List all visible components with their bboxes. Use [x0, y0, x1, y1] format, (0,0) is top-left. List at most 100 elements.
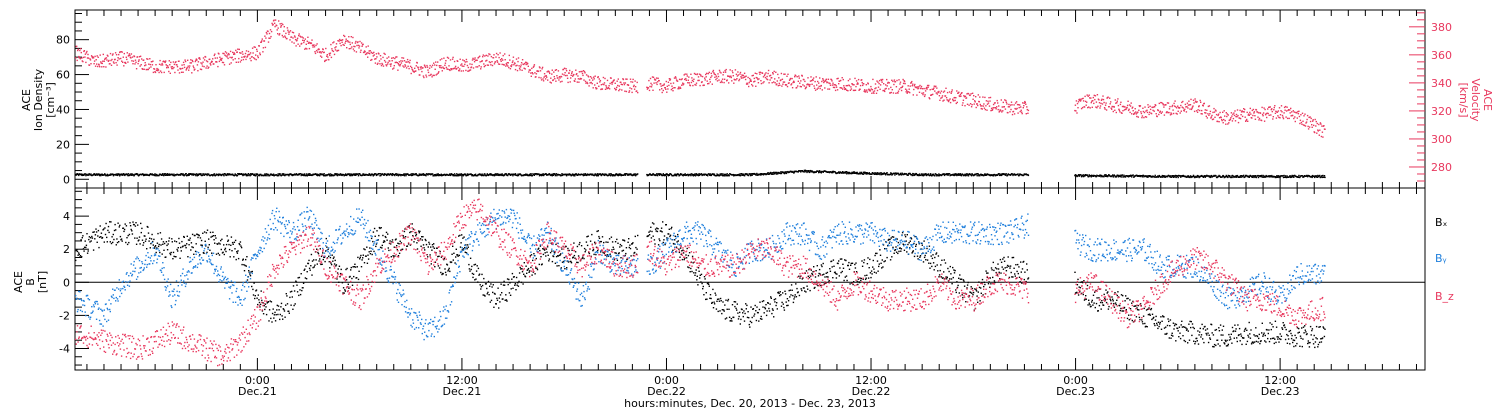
- data-point: [1211, 114, 1213, 117]
- data-point: [1112, 174, 1114, 176]
- data-point: [874, 87, 876, 90]
- data-point: [224, 51, 227, 53]
- data-point: [596, 87, 598, 90]
- data-point: [596, 175, 598, 177]
- data-point: [1082, 97, 1084, 100]
- data-point: [723, 81, 725, 84]
- data-point: [499, 59, 502, 61]
- data-point: [1204, 109, 1206, 111]
- data-point: [1190, 98, 1192, 101]
- data-point: [992, 175, 995, 177]
- data-point: [573, 73, 575, 76]
- data-point: [331, 49, 334, 52]
- data-point: [670, 88, 673, 91]
- data-point: [350, 174, 352, 177]
- data-point: [916, 173, 918, 176]
- data-point: [661, 91, 663, 94]
- data-point: [353, 45, 355, 48]
- data-point: [1235, 176, 1238, 178]
- data-point: [668, 84, 670, 87]
- data-point: [1087, 106, 1089, 109]
- data-point: [333, 41, 335, 43]
- data-point: [514, 68, 517, 71]
- data-point: [921, 92, 923, 94]
- data-point: [571, 174, 573, 176]
- data-point: [425, 76, 428, 78]
- data-point: [1007, 106, 1010, 108]
- data-point: [804, 169, 807, 171]
- data-point: [1271, 174, 1273, 177]
- data-point: [1166, 176, 1169, 178]
- data-point: [422, 173, 425, 175]
- data-point: [605, 173, 608, 176]
- data-point: [433, 175, 435, 177]
- data-point: [731, 80, 733, 82]
- data-point: [1021, 173, 1023, 176]
- data-point: [106, 54, 109, 56]
- data-point: [305, 174, 307, 177]
- data-point: [811, 83, 813, 85]
- data-point: [181, 64, 183, 66]
- data-point: [574, 80, 576, 82]
- data-point: [450, 173, 453, 175]
- data-point: [124, 61, 126, 64]
- data-point: [1092, 96, 1094, 99]
- data-point: [196, 175, 199, 177]
- data-point: [120, 57, 122, 60]
- data-point: [592, 79, 594, 81]
- data-point: [1248, 175, 1250, 177]
- data-point: [852, 89, 855, 92]
- data-point: [288, 33, 290, 35]
- data-point: [451, 173, 454, 176]
- data-point: [1088, 106, 1090, 108]
- data-point: [404, 65, 407, 67]
- data-point: [202, 173, 205, 175]
- data-point: [822, 171, 824, 173]
- data-point: [418, 174, 420, 177]
- data-point: [1290, 175, 1292, 177]
- bottom-left-tick-label: -2: [59, 309, 70, 322]
- data-point: [164, 174, 166, 176]
- data-point: [269, 174, 271, 177]
- data-point: [425, 74, 427, 76]
- data-point: [1116, 100, 1118, 102]
- data-point: [884, 172, 886, 175]
- data-point: [431, 76, 433, 78]
- data-point: [707, 72, 709, 75]
- data-point: [579, 77, 582, 80]
- data-point: [574, 78, 576, 80]
- data-point: [1193, 102, 1195, 104]
- data-point: [891, 89, 893, 91]
- data-point: [740, 173, 743, 175]
- data-point: [274, 25, 276, 28]
- data-point: [279, 173, 281, 175]
- data-point: [1207, 105, 1210, 108]
- data-point: [106, 174, 108, 177]
- data-point: [946, 91, 949, 94]
- data-point: [276, 24, 278, 27]
- data-point: [1222, 111, 1224, 113]
- data-point: [776, 171, 778, 174]
- data-point: [869, 90, 872, 92]
- data-point: [1263, 120, 1266, 122]
- time-tick-date: Dec.21: [443, 385, 482, 398]
- data-point: [213, 63, 215, 65]
- data-point: [331, 48, 333, 50]
- data-point: [935, 174, 937, 176]
- data-point: [308, 173, 310, 175]
- data-point: [820, 172, 822, 174]
- data-point: [704, 79, 706, 81]
- data-point: [496, 173, 498, 175]
- data-point: [756, 174, 758, 176]
- data-point: [845, 85, 847, 87]
- data-point: [565, 175, 568, 177]
- data-point: [792, 170, 794, 173]
- data-point: [154, 173, 156, 175]
- data-point: [894, 174, 896, 176]
- data-point: [1250, 113, 1252, 115]
- data-point: [343, 34, 345, 37]
- data-point: [461, 174, 463, 177]
- data-point: [1209, 110, 1212, 113]
- data-point: [206, 174, 208, 177]
- data-point: [165, 174, 167, 176]
